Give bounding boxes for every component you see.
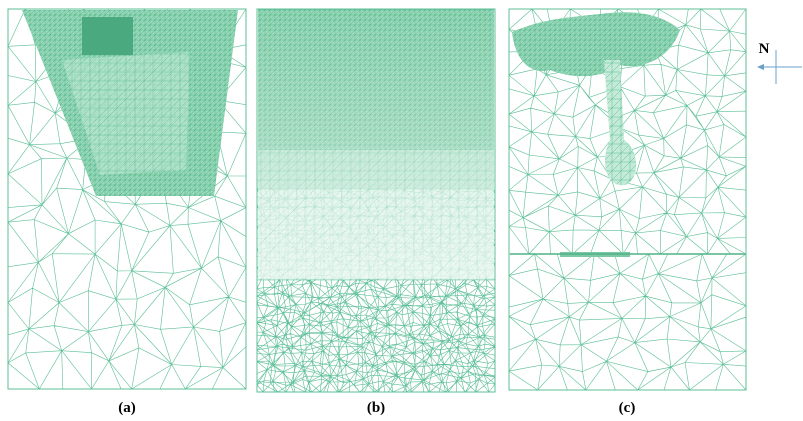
dense-region bbox=[512, 12, 680, 76]
source-block bbox=[82, 17, 133, 55]
panel-label: (c) bbox=[619, 400, 636, 416]
refined-stem bbox=[604, 60, 636, 185]
mesh bbox=[509, 254, 746, 390]
panel-label: (b) bbox=[367, 400, 385, 416]
compass-label: N bbox=[759, 41, 770, 57]
panel-label: (a) bbox=[118, 400, 136, 416]
figure: (a) (b) (c) N bbox=[0, 0, 803, 421]
compass-arrow bbox=[757, 64, 764, 70]
fade bbox=[258, 9, 494, 279]
